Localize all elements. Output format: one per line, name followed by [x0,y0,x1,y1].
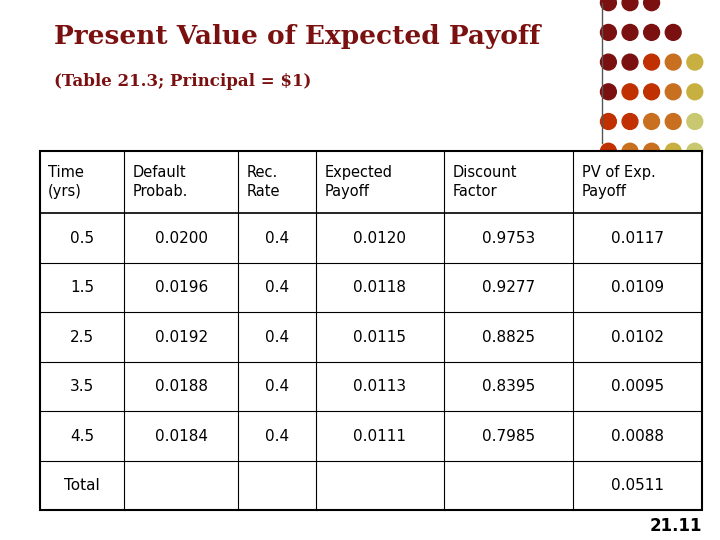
Text: 0.9753: 0.9753 [482,231,536,246]
Text: Time
(yrs): Time (yrs) [48,165,84,199]
Text: 2.5: 2.5 [70,329,94,345]
Text: 0.8395: 0.8395 [482,379,536,394]
Text: 0.4: 0.4 [265,329,289,345]
Text: (Table 21.3; Principal = $1): (Table 21.3; Principal = $1) [54,73,311,90]
Text: Default
Probab.: Default Probab. [133,165,188,199]
Ellipse shape [600,113,616,130]
Ellipse shape [622,84,638,100]
Text: 0.7985: 0.7985 [482,429,536,443]
Ellipse shape [687,113,703,130]
Ellipse shape [622,0,638,11]
Text: PV of Exp.
Payoff: PV of Exp. Payoff [582,165,656,199]
Text: 0.0120: 0.0120 [354,231,407,246]
Ellipse shape [665,24,681,40]
Ellipse shape [644,202,660,219]
Text: 0.8825: 0.8825 [482,329,535,345]
Ellipse shape [687,84,703,100]
Ellipse shape [644,0,660,11]
Text: 0.0102: 0.0102 [611,329,664,345]
Text: 4.5: 4.5 [70,429,94,443]
Text: Present Value of Expected Payoff: Present Value of Expected Payoff [54,24,541,49]
Ellipse shape [600,202,616,219]
Ellipse shape [687,54,703,70]
Ellipse shape [622,173,638,189]
Ellipse shape [644,113,660,130]
Ellipse shape [600,0,616,11]
Text: 0.0113: 0.0113 [354,379,407,394]
Text: 3.5: 3.5 [70,379,94,394]
Text: 0.4: 0.4 [265,280,289,295]
Ellipse shape [665,113,681,130]
Ellipse shape [622,113,638,130]
Text: 0.0111: 0.0111 [354,429,407,443]
Ellipse shape [600,24,616,40]
Text: 0.0095: 0.0095 [611,379,664,394]
Text: 0.0109: 0.0109 [611,280,664,295]
Text: 0.5: 0.5 [70,231,94,246]
Ellipse shape [665,173,681,189]
Ellipse shape [622,54,638,70]
Ellipse shape [644,173,660,189]
Ellipse shape [600,54,616,70]
Text: 0.9277: 0.9277 [482,280,536,295]
Ellipse shape [622,143,638,159]
Ellipse shape [644,24,660,40]
Text: 0.4: 0.4 [265,231,289,246]
Ellipse shape [600,84,616,100]
Text: Discount
Factor: Discount Factor [453,165,518,199]
Ellipse shape [622,24,638,40]
Text: 0.4: 0.4 [265,429,289,443]
Text: 21.11: 21.11 [649,517,702,535]
Ellipse shape [644,54,660,70]
Ellipse shape [665,54,681,70]
Text: 0.0184: 0.0184 [155,429,208,443]
Text: Rec.
Rate: Rec. Rate [247,165,281,199]
Ellipse shape [644,143,660,159]
Ellipse shape [665,84,681,100]
Text: 1.5: 1.5 [70,280,94,295]
Text: Expected
Payoff: Expected Payoff [324,165,392,199]
Ellipse shape [665,143,681,159]
Text: 0.0196: 0.0196 [155,280,208,295]
Text: 0.0188: 0.0188 [155,379,208,394]
Text: 0.0115: 0.0115 [354,329,407,345]
Text: 0.0117: 0.0117 [611,231,664,246]
Ellipse shape [600,173,616,189]
Text: Total: Total [64,478,100,493]
Text: 0.0088: 0.0088 [611,429,664,443]
Ellipse shape [600,143,616,159]
Ellipse shape [644,84,660,100]
Text: 0.4: 0.4 [265,379,289,394]
Text: 0.0200: 0.0200 [155,231,208,246]
Text: 0.0192: 0.0192 [155,329,208,345]
Ellipse shape [687,143,703,159]
Ellipse shape [622,202,638,219]
Text: 0.0118: 0.0118 [354,280,407,295]
Text: 0.0511: 0.0511 [611,478,664,493]
